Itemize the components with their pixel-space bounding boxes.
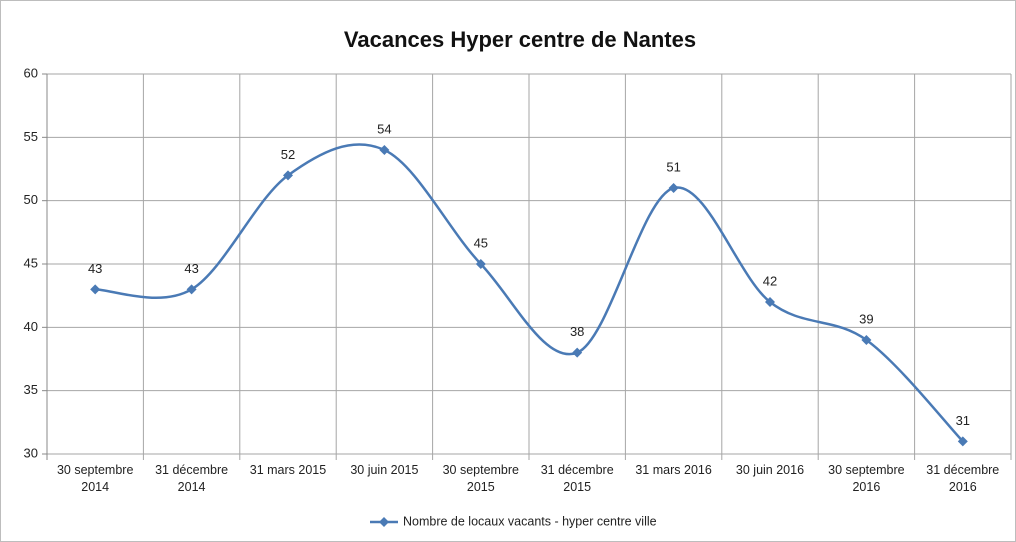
x-tick-label: 30 septembre 2014: [56, 463, 134, 494]
y-tick-label: 55: [24, 129, 38, 144]
x-tick-label: 30 juin 2015: [350, 463, 419, 477]
y-tick-label: 30: [24, 445, 38, 460]
x-tick-label: 30 septembre 2015: [442, 463, 519, 494]
data-label: 43: [88, 261, 102, 276]
data-point: [861, 335, 872, 345]
data-point: [283, 170, 293, 181]
y-tick-label: 40: [24, 319, 38, 334]
data-label: 54: [377, 121, 391, 136]
legend-label: Nombre de locaux vacants - hyper centre …: [403, 514, 657, 528]
x-tick-label: 30 juin 2016: [735, 463, 805, 477]
data-point: [668, 183, 679, 193]
data-point: [765, 297, 775, 307]
data-label: 45: [474, 235, 488, 250]
data-label: 39: [859, 311, 873, 326]
x-tick-label: 31 décembre 2015: [540, 463, 614, 494]
x-tick-label: 31 décembre 2016: [926, 463, 1000, 494]
data-point: [957, 436, 968, 447]
data-label: 31: [956, 413, 970, 428]
series-line: [95, 143, 964, 443]
x-tick-label: 30 septembre 2016: [828, 463, 905, 494]
x-tick-label: 31 décembre 2014: [155, 463, 229, 494]
data-point: [379, 145, 390, 155]
y-tick-label: 50: [24, 192, 38, 207]
data-label: 51: [666, 159, 680, 174]
data-point: [90, 284, 101, 295]
data-point: [572, 347, 583, 358]
data-point: [186, 284, 197, 295]
data-label: 52: [281, 147, 295, 162]
data-label: 38: [570, 324, 584, 339]
data-label: 42: [763, 273, 777, 288]
legend-marker: [379, 517, 389, 527]
data-point: [475, 259, 486, 269]
y-tick-label: 60: [24, 65, 38, 80]
x-tick-label: 31 mars 2015: [249, 463, 327, 477]
y-tick-label: 35: [24, 382, 38, 397]
chart-title: Vacances Hyper centre de Nantes: [344, 27, 696, 52]
x-tick-label: 31 mars 2016: [635, 463, 712, 477]
data-label: 43: [184, 261, 198, 276]
y-tick-label: 45: [24, 255, 38, 270]
